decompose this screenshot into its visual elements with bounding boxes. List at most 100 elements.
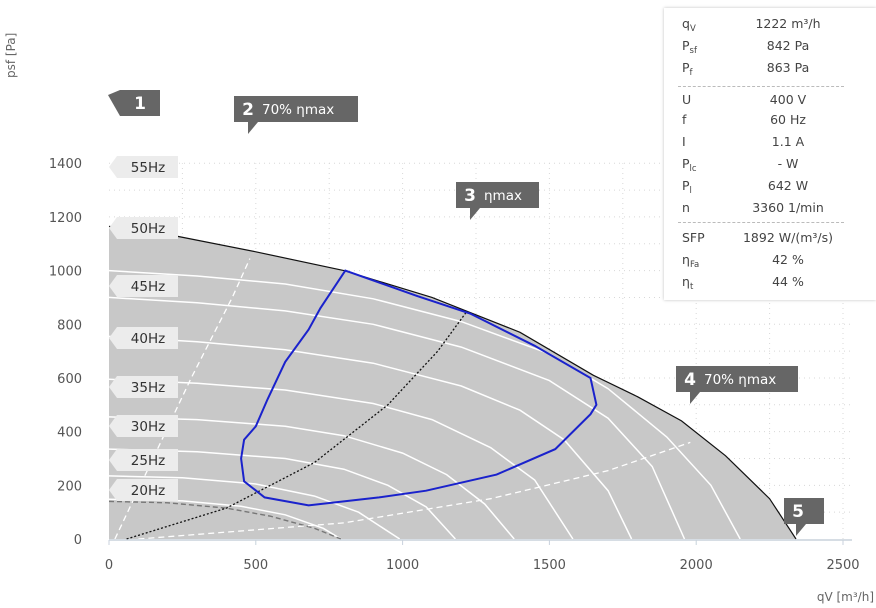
speed-curve [108,269,741,540]
info-symbol-main: q [682,16,690,31]
speed-curve [108,378,574,540]
x-tick-label: 500 [243,558,268,573]
speed-label-tag [109,217,178,239]
speed-label: 40Hz [131,331,165,347]
info-symbol-main: U [682,92,692,107]
y-tick-label: 600 [57,372,82,387]
info-row: U 400 V [664,92,876,112]
info-symbol: qV [682,16,696,34]
max-curve [108,225,797,540]
x-tick-label: 1500 [533,558,566,573]
info-row: SFP 1892 W/(m³/s) [664,230,876,250]
marker-tag [456,182,539,220]
info-value: 1.1 A [771,134,805,149]
speed-curve [108,416,515,540]
info-symbol-sub: sf [689,46,697,56]
info-row: n 3360 1/min [664,200,876,220]
info-row: Psf 842 Pa [664,38,876,58]
info-symbol-sub: lc [689,164,697,174]
info-row: ηt 44 % [664,274,876,294]
info-value: 400 V [769,92,807,107]
info-row: I 1.1 A [664,134,876,154]
x-tick-label: 2000 [680,558,713,573]
marker-label: 70% ηmax [262,102,334,118]
marker-label: ηmax [484,188,522,204]
info-value: 863 Pa [766,60,810,75]
info-row: Pf 863 Pa [664,60,876,80]
info-symbol: Pl [682,178,692,196]
info-symbol-main: n [682,200,690,215]
info-symbol: Pf [682,60,693,78]
speed-curves [108,269,741,540]
info-symbol: Plc [682,156,697,174]
info-value: 60 Hz [770,112,806,127]
speed-curve [108,296,686,540]
marker-tag [108,90,160,116]
info-symbol: I [682,134,686,149]
efficiency-line [138,441,691,540]
x-axis-label: qV [m³/h] [817,590,874,604]
info-value: 3360 1/min [752,200,824,215]
marker-number: 1 [134,94,146,114]
marker-tag [784,498,824,536]
marker-tag [676,366,798,404]
speed-label-tag [109,415,178,437]
info-value: 1222 m³/h [755,16,821,31]
speed-label-tag [109,376,178,398]
info-symbol: f [682,112,686,127]
efficiency-line [114,258,251,540]
y-tick-label: 0 [74,533,82,548]
speed-curve [108,475,401,540]
info-symbol-main: SFP [682,230,705,245]
speed-label: 55Hz [131,160,165,176]
info-separator [678,86,844,87]
operating-area [109,226,796,540]
info-row: Pl 642 W [664,178,876,198]
info-symbol: ηt [682,274,693,292]
y-tick-label: 200 [57,479,82,494]
min-speed-curve [108,500,342,540]
info-symbol: Psf [682,38,697,56]
y-tick-label: 1200 [49,211,82,226]
marker-tag [234,96,358,134]
info-row: ηFa 42 % [664,252,876,272]
info-symbol-main: f [682,112,687,127]
marker-number: 3 [464,186,476,206]
speed-label: 50Hz [131,221,165,237]
info-symbol-sub: f [689,68,693,78]
speed-label: 45Hz [131,279,165,295]
x-tick-label: 2500 [826,558,859,573]
axes: 0 500 1000 1500 2000 2500 0 200 400 600 800 1000 120… [49,157,860,573]
info-symbol: U [682,92,691,107]
info-symbol-main: P [682,178,690,193]
speed-label: 30Hz [131,419,165,435]
speed-label: 20Hz [131,483,165,499]
info-symbol-sub: t [689,282,694,292]
marker-label: 70% ηmax [704,372,776,388]
speed-label-tag [109,449,178,471]
speed-label-tag [109,275,178,297]
speed-label-tag [109,479,178,501]
y-tick-label: 400 [57,426,82,441]
info-symbol: n [682,200,690,215]
info-value: 842 Pa [766,38,810,53]
info-symbol-main: P [682,60,690,75]
info-symbol: ηFa [682,252,699,270]
info-value: 1892 W/(m³/s) [742,230,834,245]
operating-point-panel: qV 1222 m³/h Psf 842 Pa Pf 863 Pa U 400 V f 60 Hz… [664,8,876,300]
efficiency-lines [114,258,691,540]
info-row: Plc - W [664,156,876,176]
x-tick-label: 1000 [386,558,419,573]
speed-label: 25Hz [131,453,165,469]
info-value: 642 W [767,178,809,193]
efficiency-region [240,269,598,507]
x-tick-label: 0 [105,558,113,573]
info-row: qV 1222 m³/h [664,16,876,36]
speed-labels: 55Hz 50Hz 45Hz 40Hz 35Hz 30Hz 25Hz 20Hz [109,156,178,501]
marker-number: 5 [792,502,804,522]
y-tick-label: 800 [57,318,82,333]
y-tick-label: 1400 [49,157,82,172]
speed-label: 35Hz [131,380,165,396]
speed-label-tag [109,327,178,349]
